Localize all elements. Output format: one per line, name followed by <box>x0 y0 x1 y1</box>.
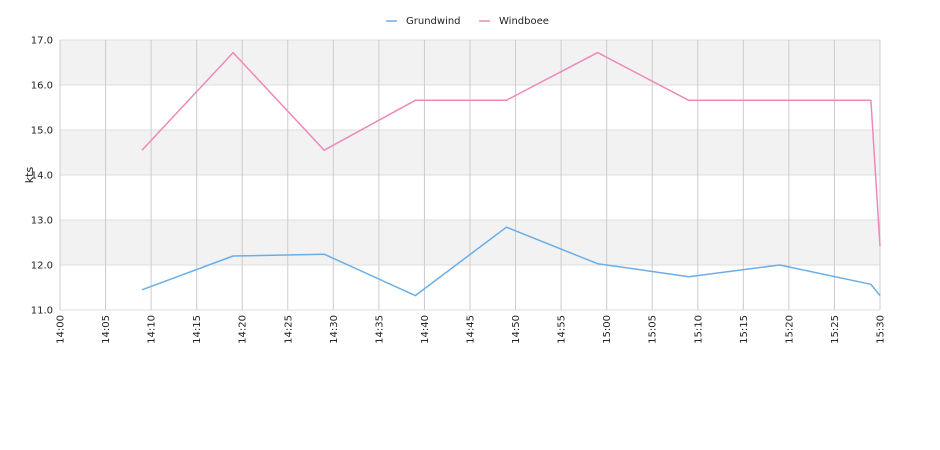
x-tick-label: 14:45 <box>466 315 477 344</box>
y-tick-label: 14.0 <box>31 171 53 182</box>
legend-label: Grundwind <box>406 16 461 27</box>
legend[interactable]: Grundwind Windboee <box>386 16 549 27</box>
x-tick-label: 14:15 <box>192 315 203 344</box>
x-tick-label: 15:30 <box>876 315 887 344</box>
y-axis-title: kts <box>23 167 36 184</box>
x-tick-label: 14:30 <box>329 315 340 344</box>
x-tick-label: 14:25 <box>283 315 294 344</box>
legend-label: Windboee <box>499 16 549 27</box>
series-line-grundwind <box>141 226 881 297</box>
x-tick-label: 15:00 <box>602 315 613 344</box>
x-tick-label: 14:40 <box>420 315 431 344</box>
series-lines <box>141 51 881 297</box>
legend-item-windboee[interactable]: Windboee <box>479 16 549 27</box>
y-axis-ticks: 11.0 12.0 13.0 14.0 15.0 16.0 17.0 <box>31 36 53 317</box>
y-tick-label: 17.0 <box>31 36 53 47</box>
x-tick-label: 14:05 <box>101 315 112 344</box>
legend-item-grundwind[interactable]: Grundwind <box>386 16 461 27</box>
y-tick-label: 15.0 <box>31 126 53 137</box>
x-tick-label: 14:10 <box>147 315 158 344</box>
x-axis-ticks: 14:00 14:05 14:10 14:15 14:20 14:25 14:30 14:35… <box>56 315 887 344</box>
x-tick-label: 15:10 <box>693 315 704 344</box>
x-tick-label: 15:05 <box>648 315 659 344</box>
x-tick-label: 15:15 <box>739 315 750 344</box>
x-tick-label: 14:20 <box>238 315 249 344</box>
series-line-windboee <box>141 51 881 247</box>
y-tick-label: 12.0 <box>31 261 53 272</box>
y-tick-label: 11.0 <box>31 306 53 317</box>
x-tick-label: 14:50 <box>511 315 522 344</box>
x-tick-label: 14:00 <box>56 315 67 344</box>
x-tick-label: 14:55 <box>557 315 568 344</box>
y-tick-label: 16.0 <box>31 81 53 92</box>
x-tick-label: 15:25 <box>830 315 841 344</box>
x-tick-label: 14:35 <box>374 315 385 344</box>
x-tick-label: 15:20 <box>784 315 795 344</box>
y-tick-label: 13.0 <box>31 216 53 227</box>
